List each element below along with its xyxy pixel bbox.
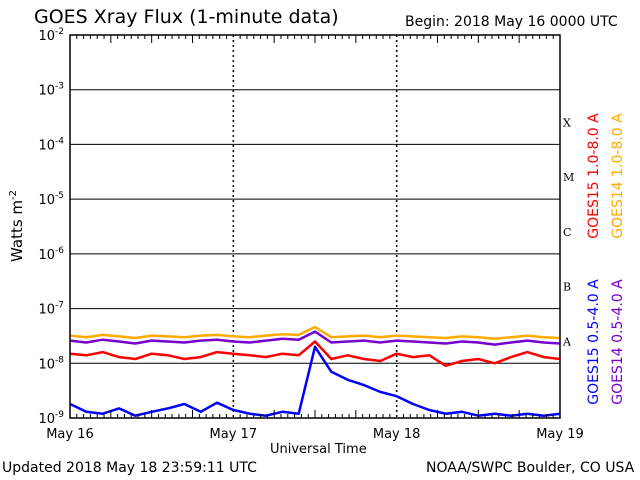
x-tick-label: May 16 [46, 427, 94, 442]
begin-time-label: Begin: 2018 May 16 0000 UTC [405, 14, 618, 30]
y-tick-base: 10 [38, 248, 55, 263]
y-tick-base: 10 [38, 357, 55, 372]
y-tick-label: 10-2 [38, 27, 64, 44]
y-axis-label: Watts m-2 [8, 190, 26, 262]
grid-layer [70, 35, 560, 418]
legend-entry: GOES14 0.5-4.0 A [610, 279, 626, 405]
y-tick-base: 10 [38, 303, 55, 318]
y-tick-exponent: -8 [55, 355, 64, 365]
flare-class-label: M [563, 171, 574, 184]
y-tick-base: 10 [38, 193, 55, 208]
legend-entry: GOES14 1.0-8.0 A [610, 113, 626, 239]
credit-label: NOAA/SWPC Boulder, CO USA [426, 460, 635, 476]
y-axis-label-text: Watts m [8, 200, 26, 262]
flare-class-label: B [563, 281, 571, 294]
y-tick-label: 10-8 [38, 355, 64, 372]
y-tick-base: 10 [38, 29, 55, 44]
x-tick-label: May 19 [536, 427, 584, 442]
series-line [69, 340, 561, 368]
legend-entry: GOES15 0.5-4.0 A [586, 279, 602, 405]
y-tick-label: 10-4 [38, 136, 64, 153]
flare-class-label: C [563, 226, 571, 239]
y-tick-base: 10 [38, 412, 55, 427]
y-tick-label: 10-7 [38, 301, 64, 318]
flare-class-label: X [563, 116, 571, 129]
legend-entry: GOES15 1.0-8.0 A [586, 113, 602, 239]
y-tick-exponent: -7 [55, 301, 64, 311]
y-tick-exponent: -2 [55, 27, 64, 37]
y-tick-exponent: -5 [55, 191, 64, 201]
flare-class-label: A [562, 335, 572, 348]
y-tick-exponent: -4 [55, 136, 64, 146]
y-tick-exponent: -6 [55, 246, 64, 256]
series-line [69, 330, 561, 346]
y-axis-label-exponent: -2 [8, 190, 19, 200]
x-tick-label: May 18 [373, 427, 421, 442]
x-axis-label: Universal Time [270, 442, 367, 457]
y-tick-base: 10 [38, 138, 55, 153]
y-tick-label: 10-3 [38, 82, 64, 99]
y-tick-label: 10-9 [38, 410, 64, 427]
updated-timestamp: Updated 2018 May 18 23:59:11 UTC [2, 460, 257, 476]
series-line [69, 325, 561, 341]
legend-layer: GOES15 1.0-8.0 A GOES14 1.0-8.0 A GOES15 0… [586, 113, 626, 405]
chart-title: GOES Xray Flux (1-minute data) [34, 6, 339, 28]
y-tick-label: 10-5 [38, 191, 64, 208]
y-tick-exponent: -3 [55, 82, 64, 92]
series-layer [69, 325, 561, 417]
y-tick-base: 10 [38, 84, 55, 99]
y-tick-label: 10-6 [38, 246, 64, 263]
x-tick-label: May 17 [210, 427, 258, 442]
y-tick-exponent: -9 [55, 410, 64, 420]
